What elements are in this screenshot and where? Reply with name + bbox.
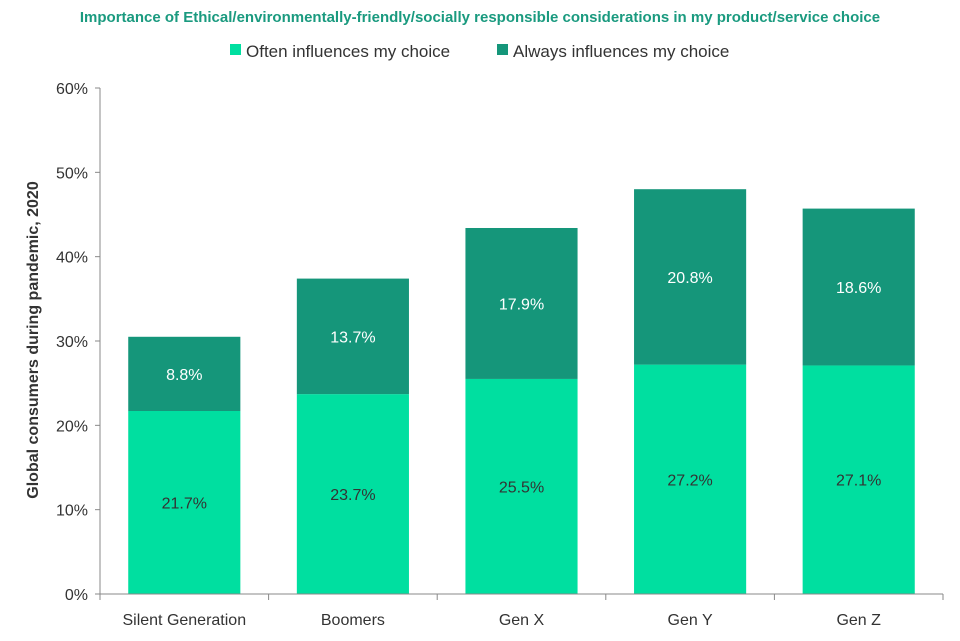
data-label: 27.1% bbox=[836, 473, 881, 490]
y-tick-label: 60% bbox=[56, 81, 88, 98]
bar-segment bbox=[802, 208, 915, 366]
bar-segment bbox=[634, 364, 747, 594]
legend-label-often: Often influences my choice bbox=[246, 42, 450, 61]
y-tick-label: 10% bbox=[56, 503, 88, 520]
x-tick-label: Boomers bbox=[321, 612, 385, 629]
x-axis: Silent Generation Boomers Gen X Gen Y Gen Z bbox=[99, 593, 944, 629]
chart-title: Importance of Ethical/environmentally-fr… bbox=[80, 9, 880, 26]
data-label: 23.7% bbox=[330, 487, 375, 504]
legend-swatch-often bbox=[230, 44, 241, 55]
data-label: 20.8% bbox=[667, 270, 712, 287]
y-axis-label: Global consumers during pandemic, 2020 bbox=[25, 181, 42, 499]
bars-group: 21.7% 8.8% 23.7% 13.7% 25.5% 17.9% 27.2% 20.8% 2… bbox=[128, 189, 915, 594]
bar-segment bbox=[296, 394, 409, 594]
data-label: 21.7% bbox=[162, 495, 207, 512]
bar-segment bbox=[296, 278, 409, 395]
x-tick-label: Gen Y bbox=[668, 612, 713, 629]
data-label: 27.2% bbox=[667, 472, 712, 489]
data-label: 25.5% bbox=[499, 479, 544, 496]
data-label: 13.7% bbox=[330, 329, 375, 346]
legend: Often influences my choice Always influe… bbox=[230, 42, 729, 61]
data-label: 18.6% bbox=[836, 280, 881, 297]
bar-segment bbox=[128, 410, 241, 594]
data-label: 8.8% bbox=[166, 367, 202, 384]
y-tick-label: 0% bbox=[65, 587, 88, 604]
x-tick-label: Gen X bbox=[499, 612, 545, 629]
y-axis: 0% 10% 20% 30% 40% 50% 60% bbox=[56, 81, 101, 604]
bar-segment bbox=[802, 365, 915, 594]
y-tick-label: 40% bbox=[56, 250, 88, 267]
bar-segment bbox=[128, 336, 241, 411]
x-tick-label: Gen Z bbox=[836, 612, 881, 629]
bar-segment bbox=[465, 378, 578, 594]
legend-label-always: Always influences my choice bbox=[513, 42, 729, 61]
x-tick-label: Silent Generation bbox=[122, 612, 246, 629]
bar-segment bbox=[634, 189, 747, 365]
bar-segment bbox=[465, 227, 578, 379]
legend-swatch-always bbox=[497, 44, 508, 55]
y-tick-label: 30% bbox=[56, 334, 88, 351]
data-label: 17.9% bbox=[499, 296, 544, 313]
y-tick-label: 50% bbox=[56, 165, 88, 182]
y-tick-label: 20% bbox=[56, 418, 88, 435]
